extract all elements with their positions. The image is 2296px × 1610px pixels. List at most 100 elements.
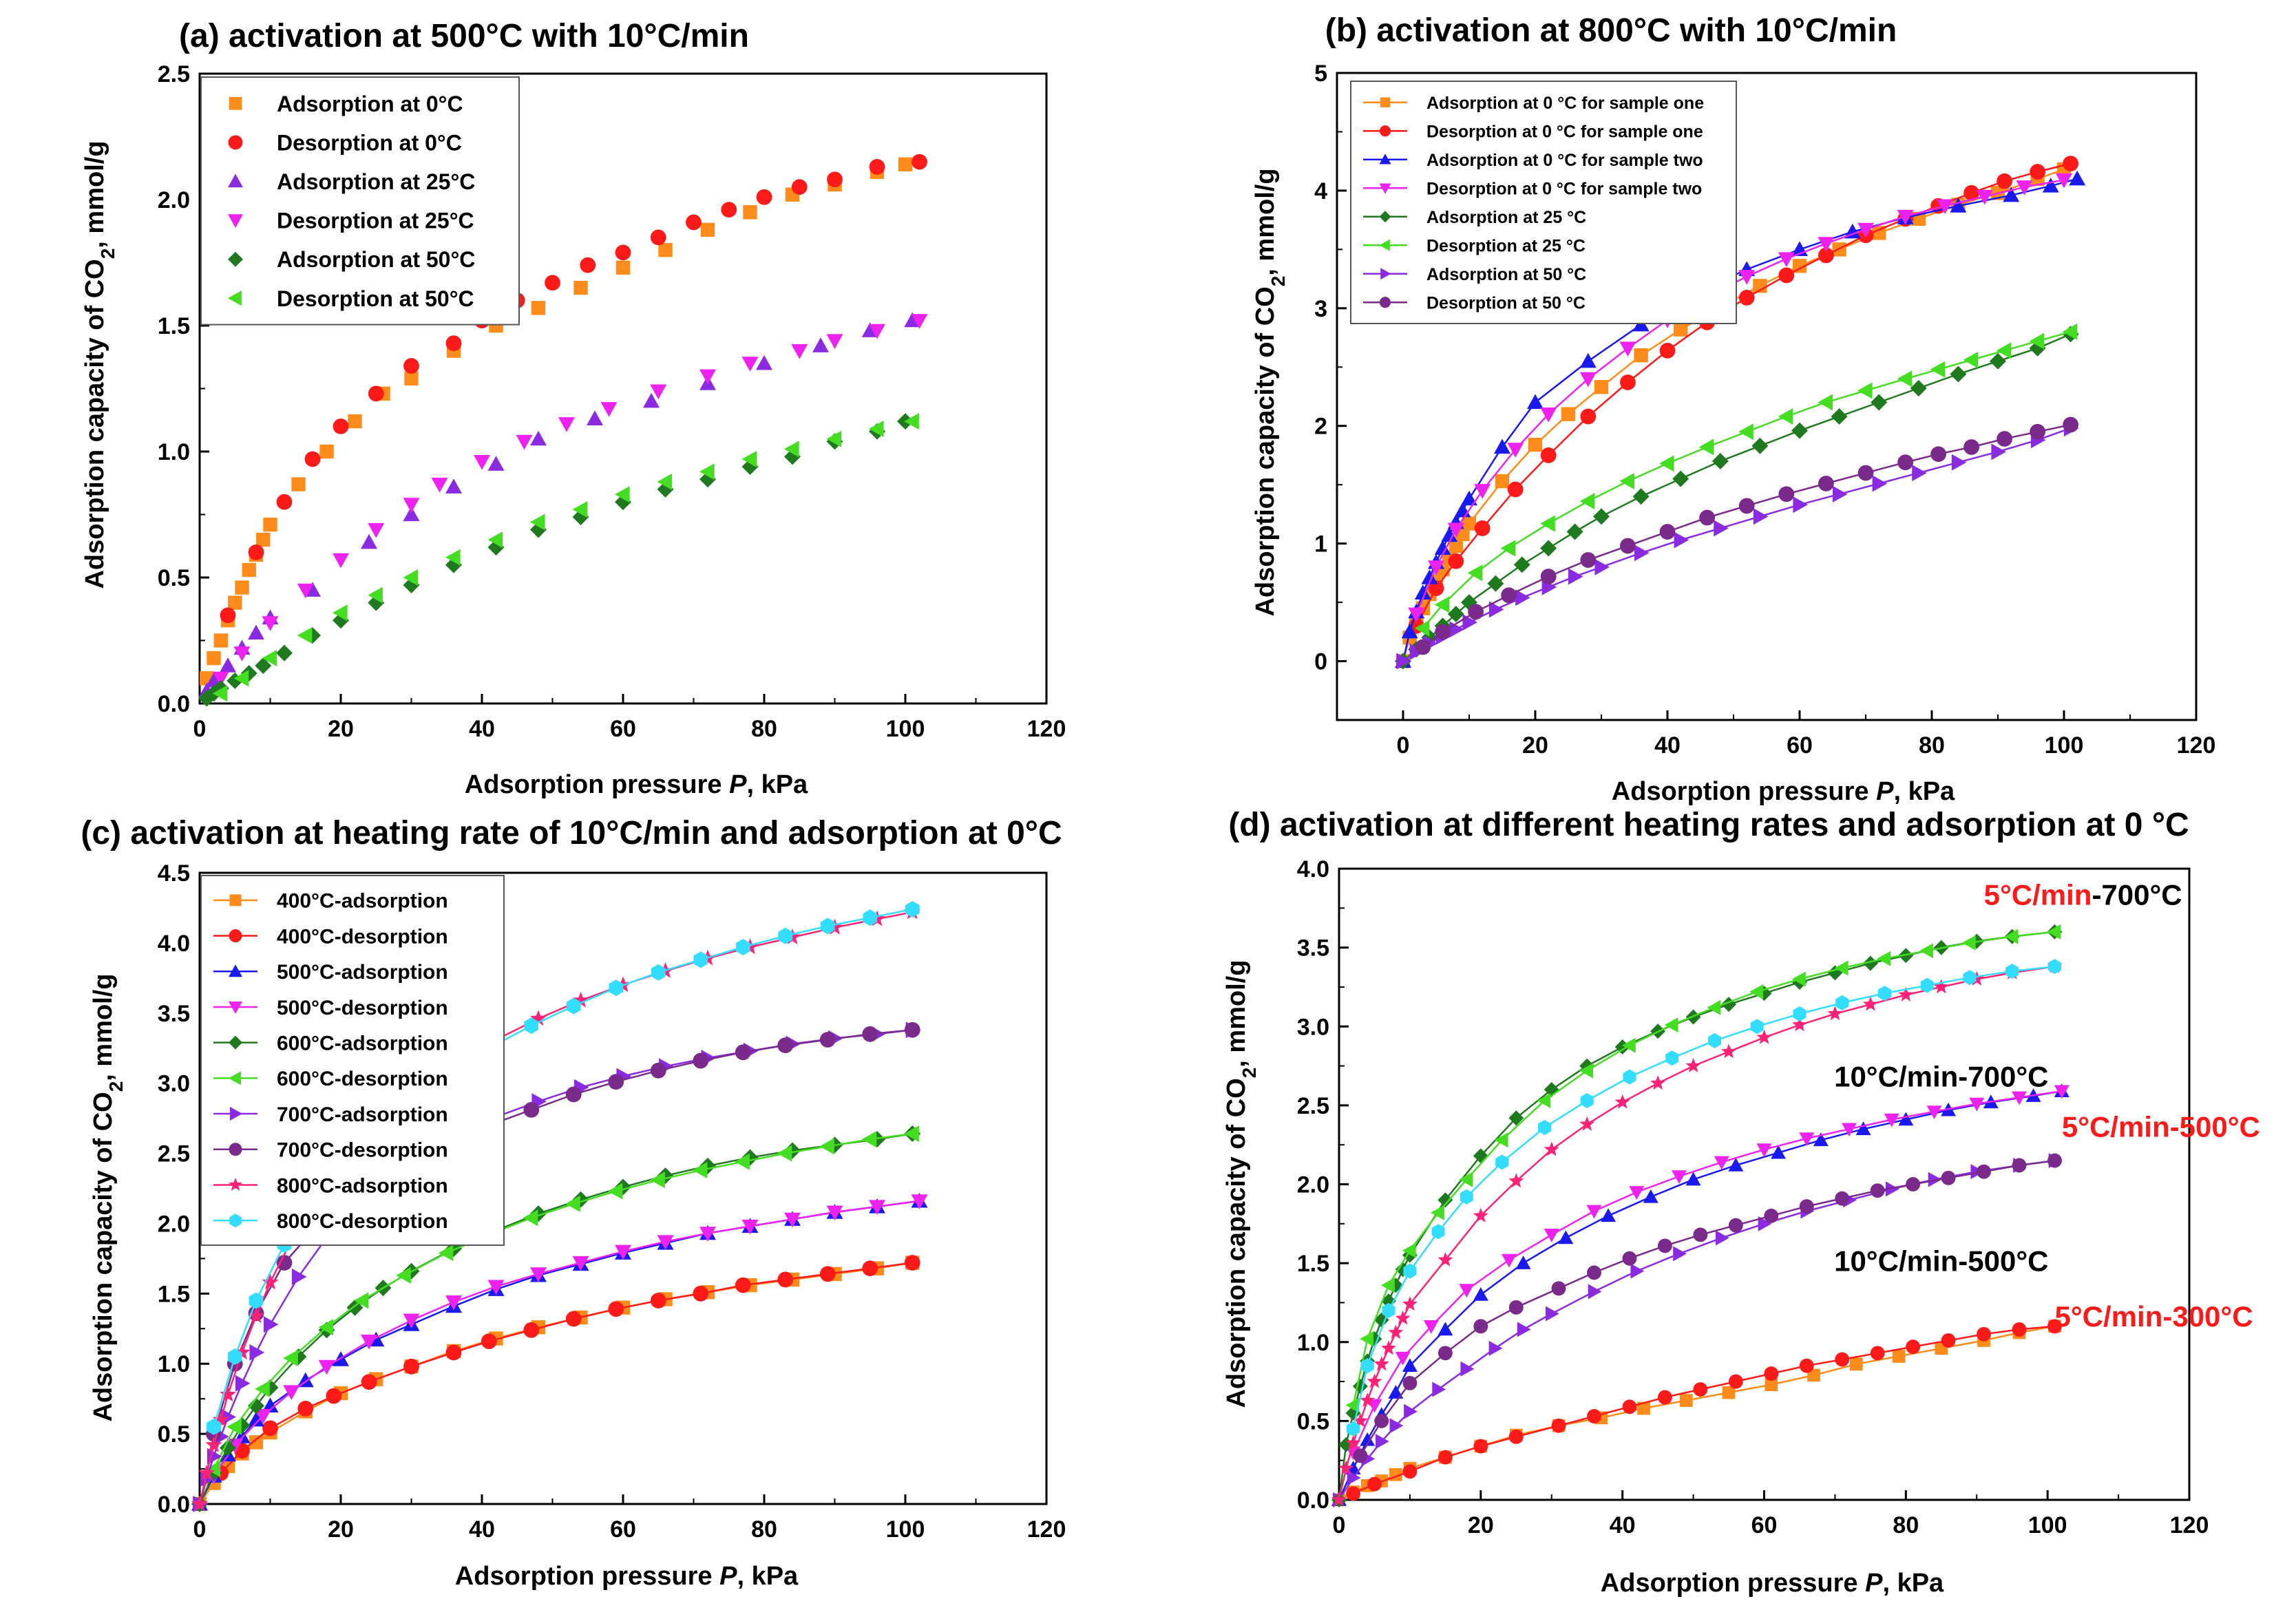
data-point (1434, 540, 1451, 555)
data-point (911, 1194, 928, 1209)
legend-marker (1379, 211, 1391, 223)
data-point (1437, 1322, 1453, 1336)
data-point (863, 909, 878, 926)
data-point (333, 604, 348, 622)
legend-marker (228, 214, 243, 229)
series-10 (1347, 959, 2061, 1437)
data-point (1468, 604, 1484, 620)
data-point (869, 421, 884, 438)
y-tick-label: 4 (1314, 178, 1327, 204)
data-point (657, 473, 673, 490)
x-tick-label: 20 (1468, 1512, 1494, 1538)
data-point (1963, 970, 1977, 986)
data-point (1659, 524, 1676, 540)
data-point (1699, 509, 1716, 526)
axis-label-part: , kPa (737, 1562, 799, 1591)
data-point (545, 275, 560, 291)
data-point (1877, 951, 1891, 966)
data-point (1919, 943, 1934, 959)
data-point (1507, 481, 1524, 498)
data-point (693, 951, 708, 968)
data-point (235, 580, 249, 595)
data-point (1508, 1173, 1524, 1188)
data-point (1793, 1006, 1807, 1021)
data-point (1580, 552, 1597, 568)
data-point (741, 357, 759, 372)
legend-entry: Adsorption at 0 °C for sample two (1426, 151, 1703, 170)
data-point (1345, 1405, 1361, 1421)
y-tick-label: 0 (1314, 649, 1327, 675)
panel-b: (b) activation at 800°C with 10°C/min 0 2… (1251, 12, 2215, 806)
data-point (1799, 1132, 1815, 1147)
x-tick-label: 80 (1919, 732, 1945, 759)
data-point (565, 1311, 582, 1327)
x-tick-label: 20 (328, 716, 354, 742)
data-point (1977, 1164, 1991, 1179)
x-tick-label: 100 (886, 716, 925, 742)
data-point (1807, 1368, 1820, 1382)
data-point (1461, 490, 1477, 506)
data-point (233, 1344, 251, 1360)
data-point (1765, 1378, 1778, 1391)
panel-b-xlabel: Adsorption pressure P, kPa (1612, 777, 1955, 806)
data-point (1360, 1358, 1374, 1374)
data-point (600, 402, 618, 417)
legend-entry: 600°C-adsorption (277, 1032, 448, 1055)
panel-d-xlabel: Adsorption pressure P, kPa (1601, 1569, 1944, 1598)
data-point (474, 455, 490, 470)
data-point (530, 1010, 547, 1026)
data-point (1338, 1460, 1354, 1475)
data-point (1360, 1331, 1373, 1347)
data-point (207, 650, 221, 666)
data-point (1537, 1092, 1551, 1108)
data-point (248, 624, 264, 640)
data-point (1404, 1404, 1418, 1419)
data-point (1738, 290, 1755, 306)
data-point (735, 1044, 751, 1061)
panel-b-title: (b) activation at 800°C with 10°C/min (1325, 12, 1897, 49)
data-point (262, 1273, 279, 1290)
panel-d-title: (d) activation at different heating rate… (1228, 807, 2189, 843)
panel-c-xlabel: Adsorption pressure P, kPa (455, 1562, 799, 1591)
data-point (1448, 553, 1464, 569)
y-tick-label: 2.5 (158, 1141, 190, 1167)
y-tick-label: 1.0 (158, 439, 190, 465)
data-point (1474, 484, 1491, 499)
series-line (1338, 1090, 2063, 1501)
data-point (304, 451, 321, 467)
data-point (262, 1397, 279, 1412)
data-point (1388, 1385, 1404, 1399)
data-point (607, 1183, 623, 1200)
data-point (404, 371, 419, 386)
legend: Adsorption at 0°C Desorption at 0°C Adsorp… (200, 76, 520, 326)
data-point (1447, 522, 1464, 538)
data-point (1373, 1356, 1389, 1371)
data-point (1544, 1229, 1559, 1242)
x-tick-label: 60 (610, 1516, 636, 1543)
data-point (572, 1256, 589, 1271)
data-point (1352, 1378, 1368, 1394)
data-point (1728, 1218, 1743, 1233)
data-point (445, 1295, 462, 1311)
data-point (1707, 1032, 1721, 1048)
data-point (862, 1026, 878, 1042)
data-point (2003, 187, 2020, 202)
series-6 (1414, 324, 2078, 637)
data-point (1764, 1208, 1779, 1223)
data-point (1414, 584, 1431, 600)
data-point (2004, 929, 2019, 944)
panel-a-xlabel: Adsorption pressure P, kPa (465, 770, 808, 799)
data-point (2056, 173, 2072, 189)
data-point (692, 1162, 708, 1179)
data-point (1898, 1112, 1914, 1126)
data-point (1885, 1181, 1899, 1197)
data-point (2012, 1158, 2027, 1173)
y-tick-label: 2.5 (1297, 1093, 1329, 1119)
data-point (777, 1145, 792, 1162)
x-tick-label: 40 (469, 716, 495, 742)
data-point (1991, 443, 2006, 460)
series-line (1402, 333, 2072, 662)
data-point (1568, 568, 1583, 585)
data-point (1545, 1306, 1559, 1322)
data-point (276, 1255, 293, 1271)
